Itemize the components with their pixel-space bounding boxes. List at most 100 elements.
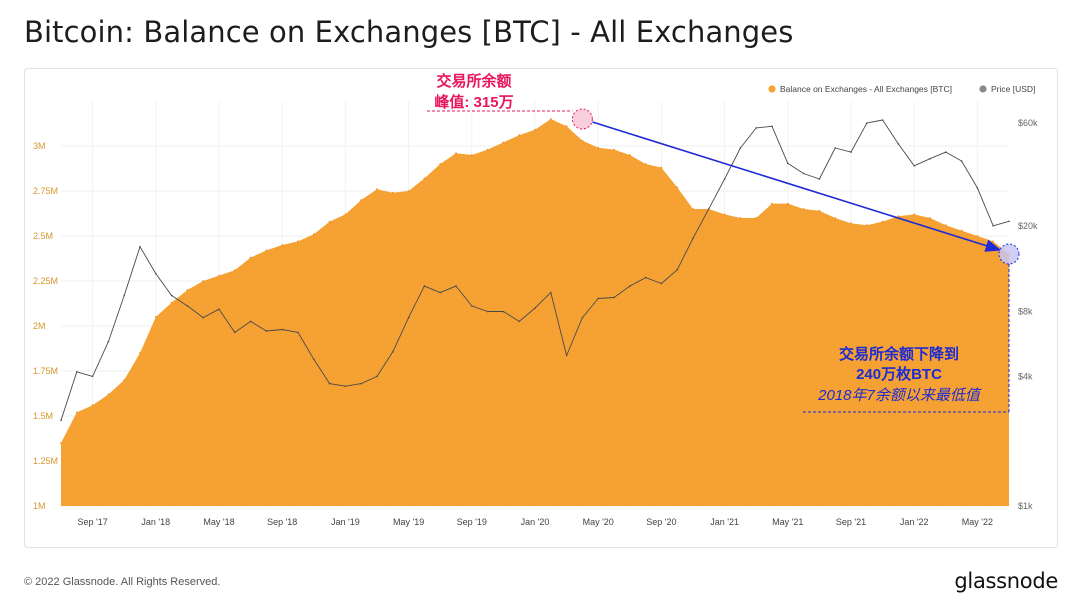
y-right-tick-label: $20k: [1018, 221, 1038, 231]
balance-point: [771, 202, 773, 205]
balance-point: [929, 217, 931, 219]
price-point: [91, 375, 94, 378]
balance-point: [107, 393, 110, 396]
balance-point: [407, 190, 410, 192]
price-point: [581, 316, 584, 319]
balance-point: [881, 220, 884, 223]
price-point: [76, 370, 78, 373]
peak-annotation-line2: 峰值: 315万: [434, 93, 513, 111]
balance-point: [470, 154, 473, 156]
x-tick-label: Jan '18: [141, 517, 170, 527]
price-point: [407, 316, 410, 319]
balance-point: [676, 186, 679, 189]
x-tick-label: May '19: [393, 517, 424, 527]
balance-point: [992, 240, 995, 243]
price-point: [202, 316, 204, 319]
price-point: [281, 328, 284, 331]
y-left-tick-label: 1.25M: [33, 456, 58, 466]
price-point: [629, 285, 631, 287]
balance-point: [360, 199, 363, 201]
price-point: [376, 375, 378, 378]
y-left-tick-label: 2M: [33, 321, 46, 331]
price-point: [644, 276, 647, 279]
price-point: [976, 187, 979, 189]
balance-point: [549, 118, 552, 120]
balance-point: [818, 209, 821, 212]
x-axis: Sep '17 Jan '18 May '18 Sep '18 Jan '19 May '…: [77, 517, 993, 527]
price-point: [992, 225, 994, 227]
price-point: [328, 382, 331, 385]
balance-point: [692, 208, 694, 210]
y-left-tick-label: 3M: [33, 141, 46, 151]
y-axis-left: 1M 1.25M 1.5M 1.75M 2M 2.25M 2.5M 2.75M 3M: [33, 141, 58, 511]
balance-point: [391, 191, 394, 194]
balance-point: [312, 233, 315, 236]
x-tick-label: Jan '20: [521, 517, 550, 527]
balance-point: [75, 411, 78, 414]
y-axis-right: $1k $4k $8k $20k $60k: [1018, 118, 1038, 511]
price-point: [360, 382, 363, 385]
balance-point: [328, 220, 331, 223]
legend-balance-label: Balance on Exchanges - All Exchanges [BT…: [780, 84, 952, 94]
price-point: [692, 237, 694, 240]
price-point: [802, 172, 805, 175]
price-point: [755, 127, 757, 129]
price-point: [534, 307, 536, 309]
price-point: [518, 320, 520, 323]
x-tick-label: May '21: [772, 517, 803, 527]
price-point: [676, 268, 678, 271]
price-point: [739, 147, 742, 149]
balance-point: [581, 139, 584, 142]
balance-point: [597, 146, 600, 149]
balance-point: [154, 316, 157, 318]
price-point: [787, 162, 789, 165]
price-point: [929, 157, 931, 160]
x-tick-label: Sep '18: [267, 517, 297, 527]
balance-point: [202, 280, 205, 282]
footer-copyright: © 2022 Glassnode. All Rights Reserved.: [24, 576, 221, 588]
annotations: 交易所余额 峰值: 315万 交易所余额下降到 240万枚BTC 2018年7余…: [427, 72, 1020, 413]
balance-point: [297, 240, 299, 243]
balance-point: [218, 274, 220, 277]
y-right-tick-label: $8k: [1018, 307, 1033, 317]
price-point: [186, 305, 189, 307]
price-point: [708, 207, 710, 210]
glassnode-logo: glassnode: [954, 569, 1058, 593]
legend: Balance on Exchanges - All Exchanges [BT…: [768, 84, 1035, 94]
y-right-tick-label: $4k: [1018, 371, 1033, 381]
legend-price-marker: [979, 85, 987, 93]
page-title: Bitcoin: Balance on Exchanges [BTC] - Al…: [24, 15, 794, 49]
price-point: [897, 143, 900, 145]
balance-point: [723, 213, 726, 216]
y-right-tick-label: $60k: [1018, 118, 1038, 128]
balance-point: [518, 134, 521, 137]
low-annotation-line1: 交易所余额下降到: [839, 345, 959, 363]
low-annotation-line2: 240万枚BTC: [856, 365, 942, 383]
price-point: [502, 310, 505, 313]
price-point: [249, 320, 252, 323]
price-point: [1008, 220, 1010, 223]
price-point: [850, 151, 852, 153]
x-tick-label: Sep '20: [646, 517, 676, 527]
price-point: [439, 291, 442, 294]
price-point: [392, 351, 394, 353]
balance-point: [170, 301, 173, 304]
price-point: [234, 331, 236, 334]
price-point: [866, 122, 868, 124]
price-point: [139, 245, 141, 248]
low-annotation-line3: 2018年7余额以来最低值: [817, 387, 982, 404]
balance-point: [944, 224, 947, 227]
balance-point: [897, 215, 900, 218]
balance-area-fill: [61, 119, 1009, 506]
balance-area: [60, 118, 1010, 506]
balance-point: [960, 229, 963, 232]
balance-price-chart: glassnode 1M1.25M1.5M1.75M2M2.25M2.5M2.7…: [33, 72, 1038, 527]
y-left-tick-label: 1.5M: [33, 411, 53, 421]
x-tick-label: Jan '19: [331, 517, 360, 527]
balance-point: [233, 269, 236, 272]
balance-point: [565, 125, 568, 128]
x-tick-label: May '20: [583, 517, 614, 527]
balance-point: [628, 154, 631, 156]
balance-point: [186, 289, 189, 291]
balance-point: [976, 235, 979, 237]
